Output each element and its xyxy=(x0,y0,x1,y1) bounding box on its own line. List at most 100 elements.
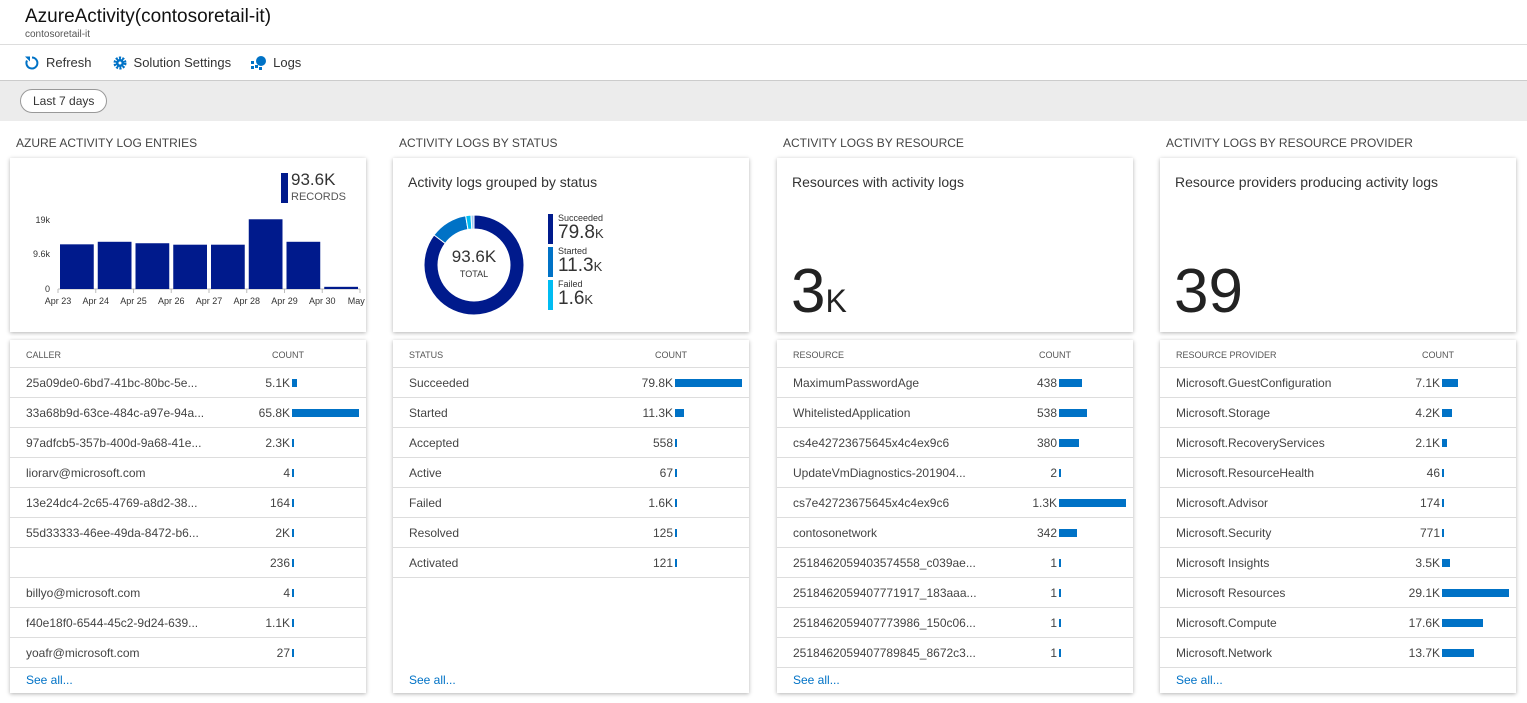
list-row[interactable]: Microsoft Resources 29.1K xyxy=(1160,578,1516,608)
list-row[interactable]: liorarv@microsoft.com 4 xyxy=(10,458,366,488)
row-count-bar xyxy=(1059,499,1126,507)
legend-number: 1.6 xyxy=(558,288,585,309)
refresh-button[interactable]: Refresh xyxy=(24,55,92,71)
column-header-name: RESOURCE xyxy=(793,350,845,360)
list-row[interactable]: 236 xyxy=(10,548,366,578)
row-count: 1 xyxy=(1050,616,1057,630)
list-row[interactable]: WhitelistedApplication 538 xyxy=(777,398,1133,428)
bar-apr-25[interactable] xyxy=(135,243,170,289)
provider-count-tile[interactable]: Resource providers producing activity lo… xyxy=(1160,158,1516,332)
list-row[interactable]: Activated 121 xyxy=(393,548,749,578)
list-row[interactable]: contosonetwork 342 xyxy=(777,518,1133,548)
list-row[interactable]: f40e18f0-6544-45c2-9d24-639... 1.1K xyxy=(10,608,366,638)
entries-chart-tile[interactable]: 93.6K RECORDS 0 9.6k 19k Apr 23 Apr 24 Apr 25… xyxy=(10,158,366,332)
see-all-link[interactable]: See all... xyxy=(1176,673,1223,687)
list-row[interactable]: yoafr@microsoft.com 27 xyxy=(10,638,366,668)
row-count-bar xyxy=(292,469,294,477)
row-count-bar xyxy=(675,379,742,387)
bar-apr-29[interactable] xyxy=(286,241,321,289)
list-row[interactable]: MaximumPasswordAge 438 xyxy=(777,368,1133,398)
row-count: 67 xyxy=(659,466,673,480)
row-count: 5.1K xyxy=(265,376,290,390)
bar-apr-30[interactable] xyxy=(324,286,358,289)
legend-value: 79.8K xyxy=(558,223,604,244)
legend-value: 1.6K xyxy=(558,289,604,310)
list-row[interactable]: 97adfcb5-357b-400d-9a68-41e... 2.3K xyxy=(10,428,366,458)
list-row[interactable]: Microsoft.Network 13.7K xyxy=(1160,638,1516,668)
list-row[interactable]: Succeeded 79.8K xyxy=(393,368,749,398)
list-row[interactable]: cs7e42723675645x4c4ex9c6 1.3K xyxy=(777,488,1133,518)
logs-button[interactable]: Logs xyxy=(251,55,301,71)
donut-slice-started[interactable] xyxy=(433,215,469,245)
resource-count-tile[interactable]: Resources with activity logs 3K xyxy=(777,158,1133,332)
list-row[interactable]: cs4e42723675645x4c4ex9c6 380 xyxy=(777,428,1133,458)
list-header: RESOURCE COUNT xyxy=(777,340,1133,368)
column-header-count: COUNT xyxy=(1039,350,1071,360)
list-row[interactable]: Started 11.3K xyxy=(393,398,749,428)
legend-item: Started 11.3K xyxy=(548,246,604,279)
see-all-link[interactable]: See all... xyxy=(26,673,73,687)
list-row[interactable]: Microsoft.Compute 17.6K xyxy=(1160,608,1516,638)
list-row[interactable]: Microsoft.Security 771 xyxy=(1160,518,1516,548)
list-row[interactable]: 2518462059407773986_150c06... 1 xyxy=(777,608,1133,638)
list-row[interactable]: 55d33333-46ee-49da-8472-b6... 2K xyxy=(10,518,366,548)
row-name: 2518462059407789845_8672c3... xyxy=(793,646,976,660)
status-donut-tile[interactable]: Activity logs grouped by status 93.6K TO… xyxy=(393,158,749,332)
list-row[interactable]: 25a09de0-6bd7-41bc-80bc-5e... 5.1K xyxy=(10,368,366,398)
row-count-bar xyxy=(292,589,294,597)
row-count-bar xyxy=(292,409,359,417)
row-count-bar xyxy=(292,559,294,567)
list-row[interactable]: 33a68b9d-63ce-484c-a97e-94a... 65.8K xyxy=(10,398,366,428)
list-row[interactable]: Microsoft.GuestConfiguration 7.1K xyxy=(1160,368,1516,398)
solution-settings-button[interactable]: Solution Settings xyxy=(112,55,231,71)
list-row[interactable]: Microsoft.ResourceHealth 46 xyxy=(1160,458,1516,488)
row-name: Accepted xyxy=(409,436,460,450)
list-row[interactable]: billyo@microsoft.com 4 xyxy=(10,578,366,608)
donut-slice-other[interactable] xyxy=(470,214,475,230)
x-tick-label: Apr 29 xyxy=(271,296,298,306)
legend-item: Failed 1.6K xyxy=(548,279,604,312)
row-count: 13.7K xyxy=(1408,646,1440,660)
bar-apr-28[interactable] xyxy=(248,219,283,289)
row-name: Succeeded xyxy=(409,376,470,390)
bar-apr-23[interactable] xyxy=(60,244,94,289)
list-row[interactable]: Active 67 xyxy=(393,458,749,488)
row-count: 2K xyxy=(275,526,290,540)
time-range-filter[interactable]: Last 7 days xyxy=(20,89,108,113)
list-row[interactable]: 2518462059403574558_c039ae... 1 xyxy=(777,548,1133,578)
list-row[interactable]: Accepted 558 xyxy=(393,428,749,458)
row-count: 4.2K xyxy=(1415,406,1440,420)
list-row[interactable]: Failed 1.6K xyxy=(393,488,749,518)
list-row[interactable]: Microsoft.Advisor 174 xyxy=(1160,488,1516,518)
list-row[interactable]: 2518462059407771917_183aaa... 1 xyxy=(777,578,1133,608)
bar-apr-27[interactable] xyxy=(211,244,245,289)
see-all-link[interactable]: See all... xyxy=(409,673,456,687)
resource-count-unit: K xyxy=(825,283,847,319)
legend-swatch xyxy=(548,214,553,244)
list-row[interactable]: 2518462059407789845_8672c3... 1 xyxy=(777,638,1133,668)
row-count: 125 xyxy=(652,526,673,540)
row-count: 2.1K xyxy=(1415,436,1440,450)
resource-count: 3K xyxy=(791,256,847,327)
row-name: Failed xyxy=(409,496,442,510)
list-row[interactable]: Microsoft Insights 3.5K xyxy=(1160,548,1516,578)
panel-heading: ACTIVITY LOGS BY RESOURCE xyxy=(783,136,964,150)
see-all-link[interactable]: See all... xyxy=(793,673,840,687)
bar-apr-26[interactable] xyxy=(173,244,207,289)
list-row[interactable]: Microsoft.RecoveryServices 2.1K xyxy=(1160,428,1516,458)
bar-apr-24[interactable] xyxy=(97,241,132,289)
status-list: STATUS COUNT Succeeded 79.8K Started 11.3K Acc… xyxy=(393,340,749,693)
donut-slice-succeeded[interactable] xyxy=(423,214,525,316)
list-row[interactable]: Resolved 125 xyxy=(393,518,749,548)
list-row[interactable]: Microsoft.Storage 4.2K xyxy=(1160,398,1516,428)
row-count: 1 xyxy=(1050,556,1057,570)
row-count-bar xyxy=(1059,649,1061,657)
x-tick-label: Apr 26 xyxy=(158,296,185,306)
card-title: Resources with activity logs xyxy=(792,174,964,190)
row-count: 771 xyxy=(1419,526,1440,540)
row-count: 538 xyxy=(1036,406,1057,420)
records-label: RECORDS xyxy=(291,191,347,203)
row-name: MaximumPasswordAge xyxy=(793,376,920,390)
list-row[interactable]: UpdateVmDiagnostics-201904... 2 xyxy=(777,458,1133,488)
list-row[interactable]: 13e24dc4-2c65-4769-a8d2-38... 164 xyxy=(10,488,366,518)
